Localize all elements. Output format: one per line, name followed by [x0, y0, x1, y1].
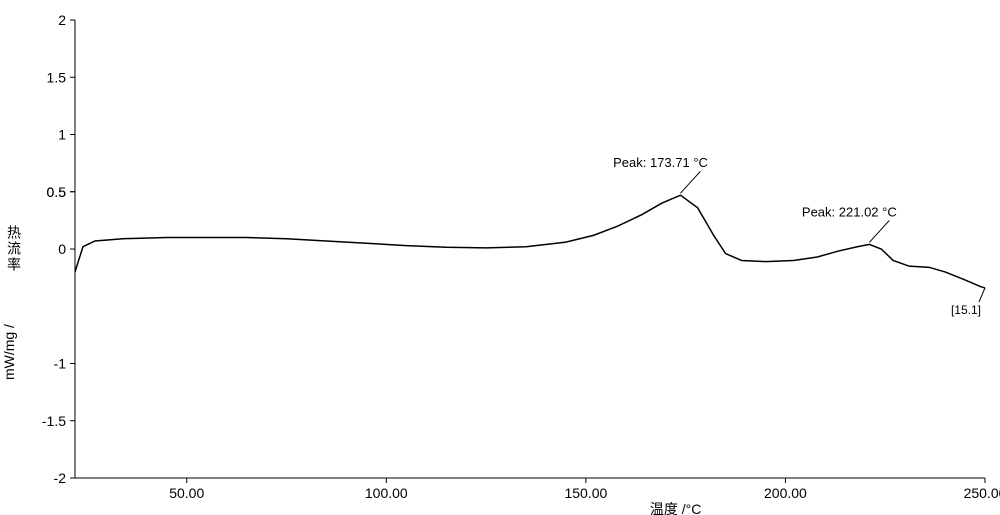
y-tick-label: 2 [58, 12, 66, 28]
x-tick-label: 250.00 [964, 485, 1000, 501]
end-label: [15.1] [951, 303, 981, 317]
chart-svg: -2-1.5-10.500.511.5250.00100.00150.00200… [0, 0, 1000, 515]
y-tick-label: 0 [58, 241, 66, 257]
y-tick-label: 1 [58, 127, 66, 143]
x-tick-label: 100.00 [365, 485, 408, 501]
y-axis-label-top-char: 流 [7, 241, 21, 257]
y-tick-label: -2 [54, 470, 67, 486]
y-tick-label: 0.5 [47, 184, 67, 200]
x-tick-label: 200.00 [764, 485, 807, 501]
y-tick-label: 1.5 [47, 69, 67, 85]
x-tick-label: 50.00 [169, 485, 204, 501]
y-tick-label: -1.5 [42, 413, 66, 429]
peak-label: Peak: 221.02 °C [802, 204, 897, 219]
peak-leader [681, 171, 701, 193]
x-axis-label: 温度 /°C [650, 501, 702, 515]
y-axis-label-top-char: 热 [7, 225, 21, 241]
y-axis-label-top-char: 率 [7, 257, 21, 273]
peak-leader [869, 220, 889, 242]
dsc-chart: -2-1.5-10.500.511.5250.00100.00150.00200… [0, 0, 1000, 515]
end-leader [979, 288, 985, 302]
y-axis-label-bottom: mW/mg / [1, 324, 17, 380]
peak-label: Peak: 173.71 °C [613, 155, 708, 170]
x-tick-label: 150.00 [564, 485, 607, 501]
y-tick-label: -1 [54, 356, 67, 372]
